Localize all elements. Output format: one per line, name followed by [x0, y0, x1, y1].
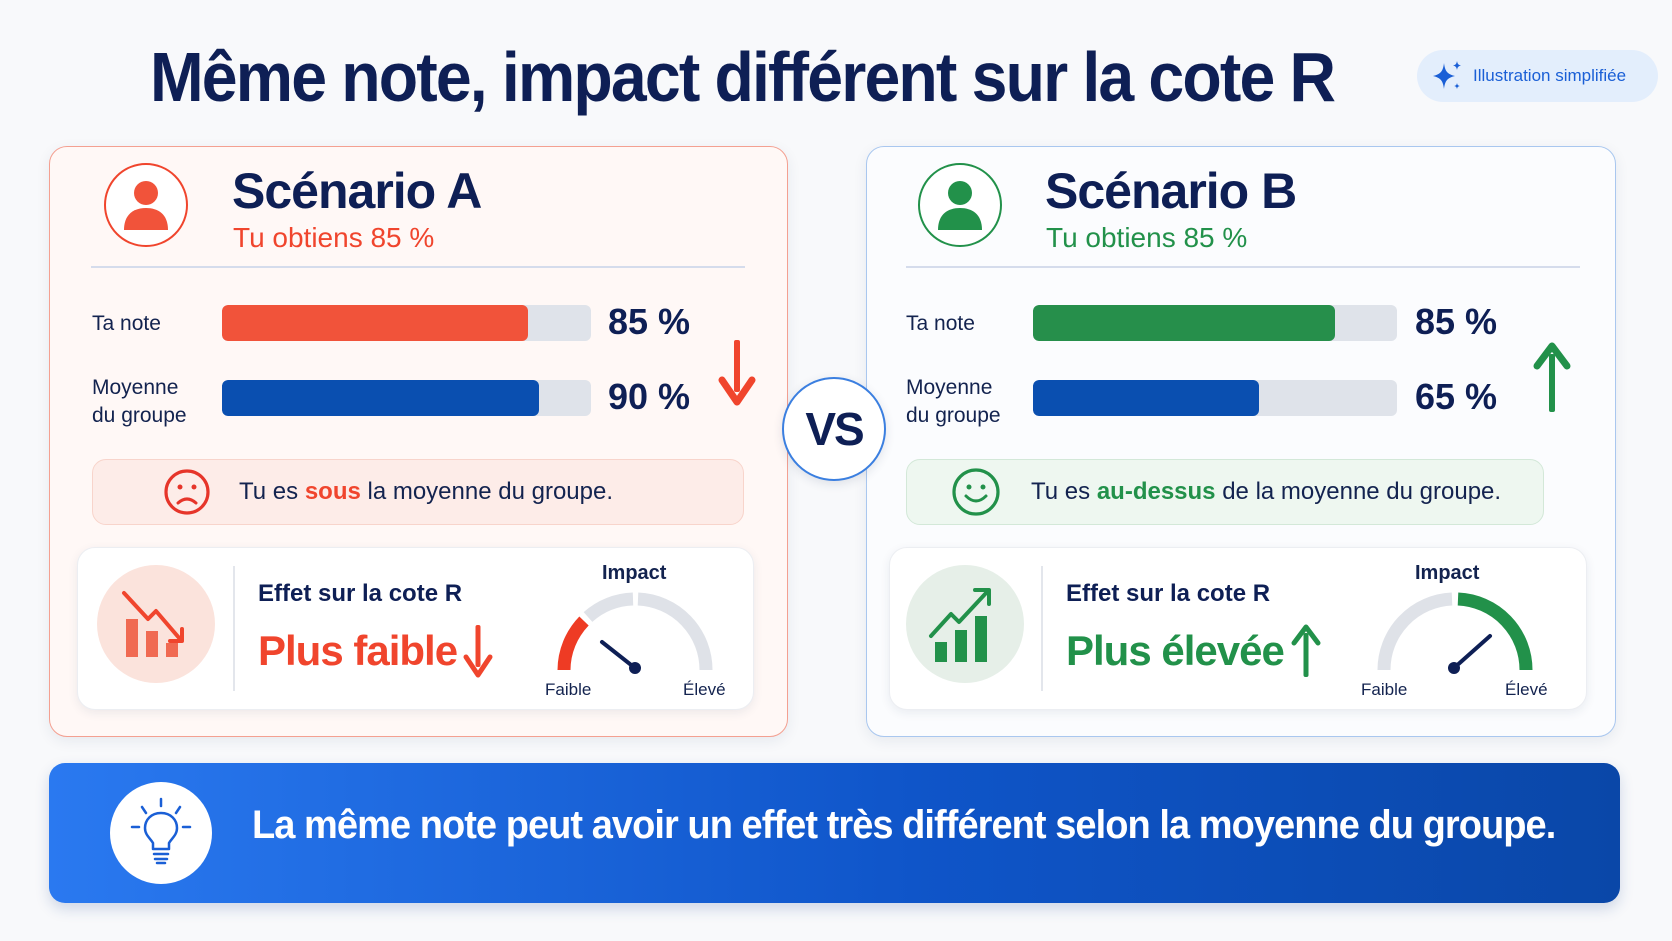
arrow-up-icon — [1533, 342, 1571, 412]
scenario-b-gauge — [1377, 592, 1533, 674]
arrow-down-icon — [718, 340, 756, 406]
scenario-b-grade-bar — [1033, 305, 1397, 341]
scenario-a-row-label-average: Moyenne du groupe — [92, 374, 187, 430]
status-emphasis: au-dessus — [1096, 478, 1216, 505]
scenario-a-gauge — [557, 592, 713, 674]
label-line: du groupe — [92, 404, 187, 427]
scenario-a-status: Tu es sous la moyenne du groupe. — [92, 459, 744, 525]
scenario-a-title: Scénario A — [232, 163, 482, 219]
sparkle-icon — [1433, 61, 1461, 89]
user-icon — [938, 181, 982, 230]
scenario-a-grade-bar — [222, 305, 591, 341]
scenario-a-gauge-min: Faible — [545, 680, 592, 699]
happy-face-icon — [952, 468, 1000, 516]
vs-badge: VS — [782, 377, 886, 481]
scenario-a-avatar — [104, 163, 188, 247]
scenario-a-average-bar — [222, 380, 591, 416]
lightbulb-icon — [130, 797, 192, 865]
scenario-b-gauge-title: Impact — [1415, 562, 1480, 584]
scenario-a-divider — [91, 266, 745, 268]
scenario-b-effect-label: Effet sur la cote R — [1066, 580, 1271, 607]
scenario-a-effect-icon — [97, 565, 215, 683]
scenario-b-status: Tu es au-dessus de la moyenne du groupe. — [906, 459, 1544, 525]
scenario-b-divider — [906, 266, 1580, 268]
scenario-b-grade-value: 85 % — [1415, 301, 1498, 342]
effect-separator — [1041, 566, 1043, 691]
page-title: Même note, impact différent sur la cote … — [150, 38, 1336, 116]
scenario-b-gauge-max: Élevé — [1505, 680, 1548, 699]
scenario-b-row-label-average: Moyenne du groupe — [906, 374, 1001, 430]
arrow-down-icon — [463, 625, 493, 678]
scenario-b-grade-bar-fill — [1033, 305, 1336, 341]
badge-label: Illustration simplifiée — [1473, 66, 1627, 85]
scenario-a-subtitle: Tu obtiens 85 % — [233, 222, 435, 253]
status-suffix: de la moyenne du groupe. — [1215, 478, 1502, 505]
label-line: Moyenne — [92, 376, 179, 399]
status-emphasis: sous — [304, 478, 361, 505]
user-icon — [124, 181, 168, 230]
scenario-a-grade-bar-fill — [222, 305, 529, 341]
arrow-up-icon — [1291, 624, 1321, 677]
scenario-b-avatar — [918, 163, 1002, 247]
lightbulb-circle — [110, 782, 212, 884]
label-line: Moyenne — [906, 376, 993, 399]
scenario-a-grade-value: 85 % — [608, 301, 691, 342]
scenario-b-effect-value: Plus élevée — [1066, 627, 1285, 674]
scenario-a-effect-label: Effet sur la cote R — [258, 580, 463, 607]
scenario-a-gauge-title: Impact — [602, 562, 667, 584]
scenario-b-average-bar — [1033, 380, 1397, 416]
sad-face-icon — [164, 469, 210, 515]
scenario-a-row-label-grade: Ta note — [92, 312, 161, 335]
illustration-badge: Illustration simplifiée — [1417, 50, 1658, 102]
label-line: du groupe — [906, 404, 1001, 427]
chart-down-icon — [122, 591, 184, 657]
status-suffix: la moyenne du groupe. — [360, 478, 614, 505]
scenario-b-title: Scénario B — [1045, 163, 1297, 219]
scenario-a-gauge-max: Élevé — [683, 680, 726, 699]
effect-separator — [233, 566, 235, 691]
scenario-b-gauge-min: Faible — [1361, 680, 1408, 699]
summary-text: La même note peut avoir un effet très di… — [252, 803, 1556, 847]
status-prefix: Tu es — [1031, 478, 1097, 505]
scenario-a-effect-value: Plus faible — [258, 627, 458, 674]
scenario-b-subtitle: Tu obtiens 85 % — [1046, 222, 1248, 253]
chart-up-icon — [929, 588, 991, 662]
scenario-b-row-label-grade: Ta note — [906, 312, 975, 335]
scenario-b-effect-icon — [906, 565, 1024, 683]
scenario-b-average-bar-fill — [1033, 380, 1259, 416]
scenario-b-average-value: 65 % — [1415, 376, 1498, 417]
scenario-a-average-bar-fill — [222, 380, 540, 416]
scenario-a-average-value: 90 % — [608, 376, 691, 417]
summary-banner — [49, 763, 1620, 903]
status-prefix: Tu es — [239, 478, 305, 505]
